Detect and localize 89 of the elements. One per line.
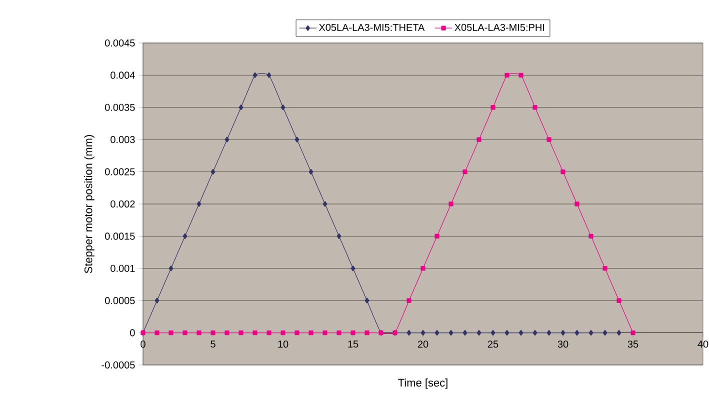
point <box>518 72 524 78</box>
point <box>210 330 216 336</box>
point <box>238 104 244 110</box>
y-tick-label: 0.0005 <box>105 297 135 304</box>
y-tick-label: 0.0025 <box>105 168 135 176</box>
x-tick-label: 30 <box>558 340 568 348</box>
point <box>504 330 510 336</box>
point <box>546 330 552 336</box>
point <box>518 330 524 336</box>
x-tick-label: 5 <box>210 340 216 348</box>
y-tick-label: -0.0005 <box>102 361 135 369</box>
point <box>154 330 160 336</box>
x-tick-label: 20 <box>418 340 428 348</box>
point <box>364 330 370 336</box>
point <box>224 136 230 142</box>
point <box>532 330 538 336</box>
point <box>196 201 202 207</box>
point <box>448 202 454 206</box>
point <box>476 137 482 142</box>
x-tick-label: 0 <box>140 340 146 348</box>
x-tick-label: 40 <box>698 340 708 348</box>
y-tick-label: 0.002 <box>110 200 135 208</box>
point <box>308 330 314 336</box>
point <box>280 104 286 110</box>
point <box>616 330 622 336</box>
legend-label: X05LA-LA3-MI5:PHI <box>454 24 544 31</box>
point <box>420 266 426 271</box>
point <box>168 330 174 336</box>
point <box>504 72 510 78</box>
point <box>602 266 608 271</box>
point <box>294 136 300 142</box>
x-axis-title: Time [sec] <box>398 378 448 389</box>
point <box>252 72 258 78</box>
point <box>434 234 440 238</box>
x-tick-label: 15 <box>348 340 358 348</box>
point <box>546 137 552 142</box>
point <box>238 330 244 336</box>
point <box>462 330 468 336</box>
point <box>602 330 608 336</box>
point <box>154 298 160 304</box>
y-tick-label: 0.001 <box>110 264 135 272</box>
point <box>350 265 356 272</box>
point <box>168 265 174 272</box>
point <box>476 330 482 336</box>
point <box>294 330 300 336</box>
point <box>406 330 412 336</box>
y-tick-label: 0.003 <box>110 136 135 144</box>
point <box>462 169 468 174</box>
legend-label: X05LA-LA3-MI5:THETA <box>318 24 425 31</box>
point <box>336 233 342 240</box>
y-axis-title: Stepper motor position (mm) <box>84 135 94 274</box>
point <box>266 330 272 336</box>
point <box>322 201 328 207</box>
point <box>560 169 566 174</box>
point <box>182 233 188 240</box>
point <box>322 330 328 336</box>
point <box>532 105 538 110</box>
point <box>210 168 216 175</box>
point <box>434 330 440 336</box>
y-tick-label: 0.0015 <box>105 232 135 240</box>
y-tick-label: 0.0045 <box>105 39 135 47</box>
x-tick-label: 35 <box>628 340 638 348</box>
point <box>196 330 202 336</box>
point <box>350 330 356 336</box>
point <box>364 298 370 304</box>
point <box>616 298 622 303</box>
point <box>406 298 412 303</box>
point <box>588 330 594 336</box>
point <box>588 234 594 238</box>
x-tick-label: 10 <box>278 340 288 348</box>
point <box>224 330 230 336</box>
y-tick-label: 0 <box>130 329 135 336</box>
y-tick-label: 0.004 <box>110 72 135 79</box>
point <box>182 330 188 336</box>
point <box>560 330 566 336</box>
point <box>336 330 342 336</box>
point <box>490 330 496 336</box>
point <box>574 330 580 336</box>
point <box>630 330 636 336</box>
point <box>308 168 314 175</box>
point <box>420 330 426 336</box>
point <box>574 202 580 206</box>
point <box>490 105 496 110</box>
point <box>448 330 454 336</box>
y-tick-label: 0.0035 <box>105 104 135 111</box>
point <box>252 330 258 336</box>
point <box>280 330 286 336</box>
point <box>266 72 272 78</box>
x-tick-label: 25 <box>488 340 498 348</box>
